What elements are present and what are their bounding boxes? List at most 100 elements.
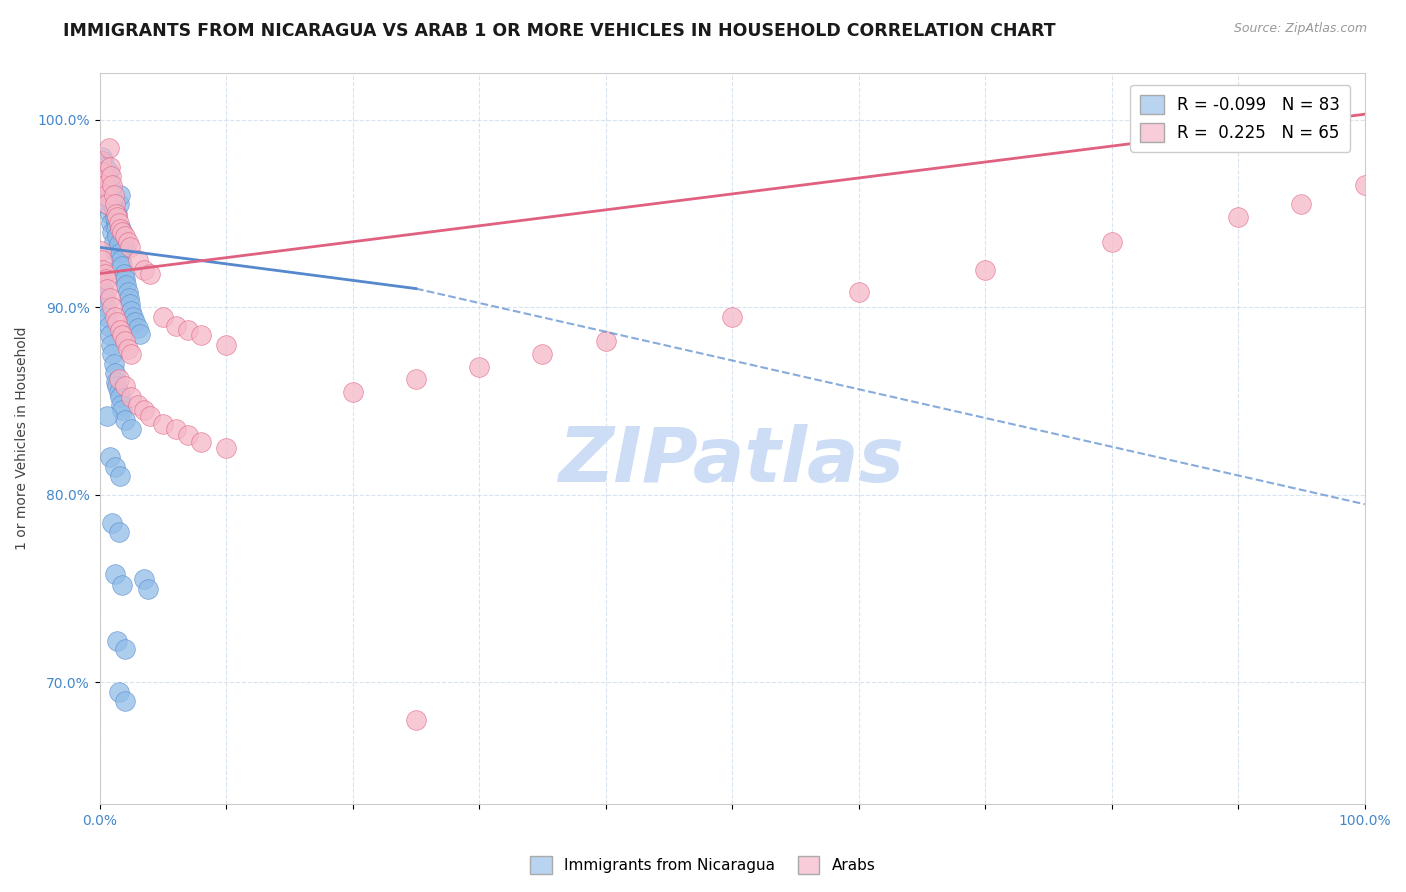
Point [595, 334, 617, 348]
Point [974, 263, 997, 277]
Point [531, 347, 554, 361]
Point [103, 235, 125, 249]
Point [104, 459, 127, 474]
Point [104, 211, 127, 225]
Point [96, 282, 118, 296]
Point [91, 150, 114, 164]
Point [118, 240, 141, 254]
Point [721, 310, 744, 324]
Point [127, 321, 149, 335]
Point [111, 403, 134, 417]
Point [132, 263, 155, 277]
Point [101, 347, 124, 361]
Point [93, 178, 115, 193]
Point [124, 315, 146, 329]
Point [101, 197, 124, 211]
Point [405, 371, 427, 385]
Point [97, 141, 120, 155]
Point [105, 376, 128, 390]
Point [1227, 211, 1250, 225]
Point [114, 272, 136, 286]
Point [91, 272, 114, 286]
Point [107, 384, 129, 399]
Point [94, 169, 117, 183]
Point [90, 160, 112, 174]
Point [139, 267, 162, 281]
Point [110, 221, 132, 235]
Point [98, 160, 121, 174]
Point [93, 282, 115, 296]
Point [127, 253, 149, 268]
Point [108, 187, 131, 202]
Point [120, 347, 142, 361]
Point [105, 221, 128, 235]
Point [100, 216, 122, 230]
Point [121, 310, 143, 324]
Point [114, 334, 136, 348]
Point [107, 197, 129, 211]
Point [120, 390, 142, 404]
Point [114, 379, 136, 393]
Point [190, 435, 212, 450]
Point [105, 216, 128, 230]
Point [93, 173, 115, 187]
Point [91, 253, 114, 268]
Point [114, 229, 136, 244]
Point [110, 398, 132, 412]
Point [105, 206, 128, 220]
Point [117, 285, 139, 300]
Point [98, 178, 121, 193]
Point [108, 390, 131, 404]
Point [105, 634, 128, 648]
Point [108, 221, 131, 235]
Point [93, 291, 115, 305]
Point [103, 202, 125, 217]
Point [105, 206, 128, 220]
Point [139, 409, 162, 423]
Point [177, 427, 200, 442]
Point [1101, 235, 1123, 249]
Point [97, 192, 120, 206]
Point [96, 173, 118, 187]
Point [100, 187, 122, 202]
Point [94, 187, 117, 202]
Point [108, 246, 131, 260]
Point [98, 328, 121, 343]
Point [93, 187, 115, 202]
Point [97, 319, 120, 334]
Y-axis label: 1 or more Vehicles in Household: 1 or more Vehicles in Household [15, 326, 30, 550]
Point [93, 267, 115, 281]
Point [101, 178, 124, 193]
Point [93, 154, 115, 169]
Point [111, 578, 134, 592]
Text: Source: ZipAtlas.com: Source: ZipAtlas.com [1233, 22, 1367, 36]
Point [118, 296, 141, 310]
Point [93, 178, 115, 193]
Point [848, 285, 870, 300]
Point [114, 641, 136, 656]
Point [120, 304, 142, 318]
Point [100, 338, 122, 352]
Point [215, 338, 238, 352]
Point [111, 328, 134, 343]
Point [101, 301, 124, 315]
Point [104, 244, 127, 259]
Point [112, 235, 135, 249]
Point [111, 229, 134, 244]
Point [177, 323, 200, 337]
Point [96, 197, 118, 211]
Point [132, 572, 155, 586]
Point [112, 267, 135, 281]
Point [120, 422, 142, 436]
Point [111, 259, 134, 273]
Legend: R = -0.099   N = 83, R =  0.225   N = 65: R = -0.099 N = 83, R = 0.225 N = 65 [1130, 85, 1350, 152]
Point [1354, 178, 1376, 193]
Point [100, 169, 122, 183]
Point [90, 154, 112, 169]
Point [114, 240, 136, 254]
Point [94, 301, 117, 315]
Point [129, 326, 152, 341]
Point [405, 713, 427, 727]
Text: IMMIGRANTS FROM NICARAGUA VS ARAB 1 OR MORE VEHICLES IN HOUSEHOLD CORRELATION CH: IMMIGRANTS FROM NICARAGUA VS ARAB 1 OR M… [63, 22, 1056, 40]
Point [91, 169, 114, 183]
